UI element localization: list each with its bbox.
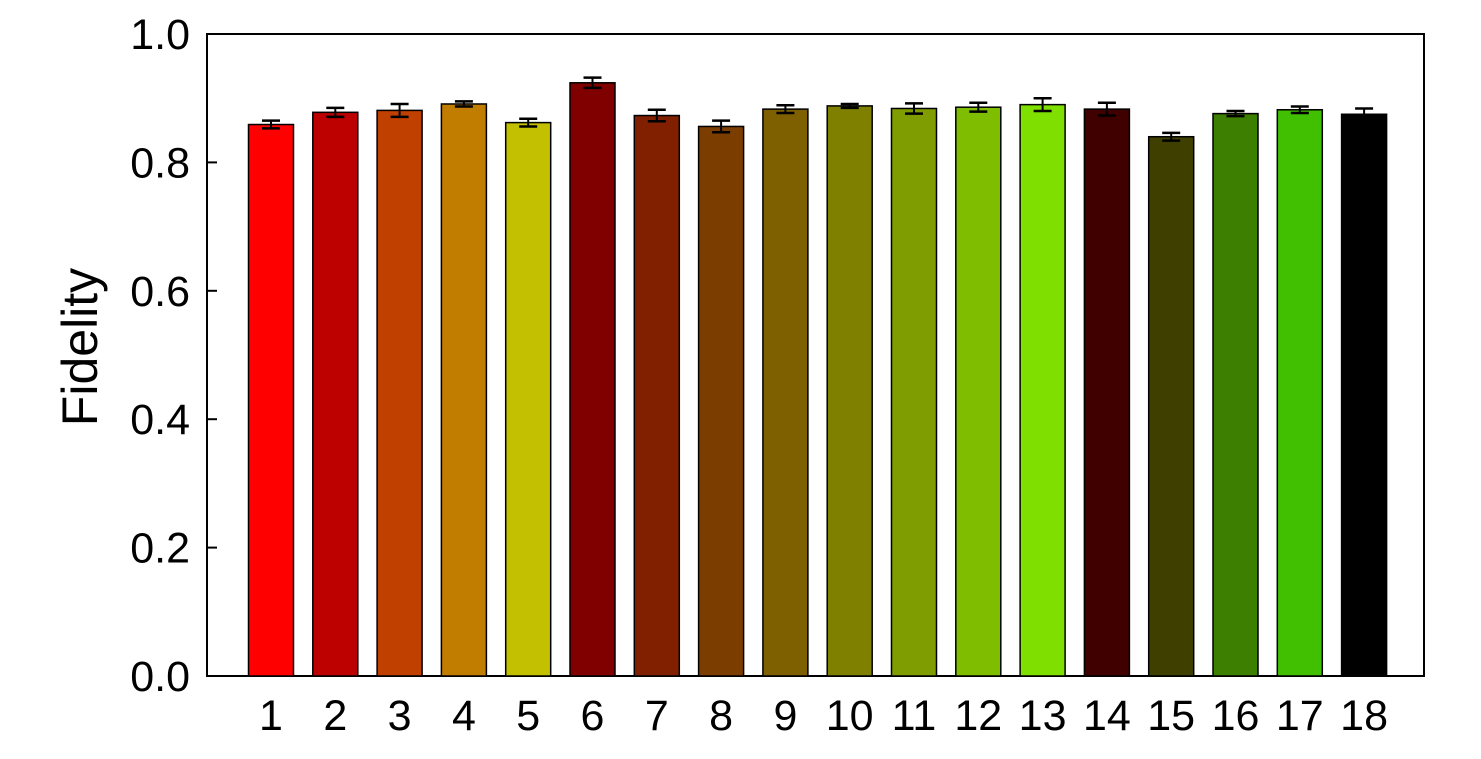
y-tick-label: 0.4 [130, 396, 190, 444]
bar [955, 106, 1002, 677]
bar [1276, 109, 1324, 677]
bar [633, 114, 681, 677]
bar [1212, 112, 1259, 677]
x-tick-label: 18 [1340, 692, 1388, 740]
x-tick-label: 3 [388, 692, 412, 740]
x-tick-label: 16 [1212, 692, 1260, 740]
y-axis-label: Fidelity [52, 268, 108, 426]
x-tick-label: 2 [323, 692, 347, 740]
y-tick-label: 0.6 [130, 268, 190, 316]
tick-labels: 0.00.20.40.60.81.01 2 3 4 5 6 7 8 9 10 11 12 13 14 15 1… [130, 11, 1388, 740]
bar [697, 125, 745, 677]
bar [1340, 113, 1388, 677]
bar [1019, 103, 1066, 677]
x-tick-label: 9 [773, 692, 797, 740]
x-tick-label: 8 [709, 692, 733, 740]
bar [1147, 135, 1195, 677]
x-tick-label: 10 [826, 692, 874, 740]
x-tick-label: 7 [645, 692, 669, 740]
y-tick-label: 0.8 [130, 139, 190, 187]
y-tick-label: 1.0 [130, 11, 190, 59]
x-tick-label: 14 [1083, 692, 1131, 740]
y-tick-label: 0.2 [130, 525, 190, 573]
bar [762, 108, 809, 677]
x-tick-label: 5 [516, 692, 540, 740]
y-tick-label: 0.0 [130, 653, 190, 701]
x-tick-label: 15 [1147, 692, 1195, 740]
bar [376, 109, 423, 677]
x-tick-label: 13 [1019, 692, 1067, 740]
x-tick-label: 6 [581, 692, 605, 740]
x-tick-label: 17 [1276, 692, 1324, 740]
bar [890, 107, 938, 677]
x-tick-label: 4 [452, 692, 476, 740]
bar [312, 111, 359, 677]
bars [247, 82, 1388, 677]
bar [1083, 108, 1131, 677]
bar [247, 123, 295, 677]
axes [206, 33, 1425, 677]
plot-frame [206, 33, 1425, 677]
bar [440, 103, 488, 677]
bar [504, 121, 552, 677]
error-bars [262, 76, 1374, 142]
bar [569, 82, 616, 677]
x-tick-label: 12 [954, 692, 1002, 740]
x-tick-label: 11 [892, 692, 937, 740]
x-tick-label: 1 [259, 692, 283, 740]
bar [826, 105, 873, 677]
